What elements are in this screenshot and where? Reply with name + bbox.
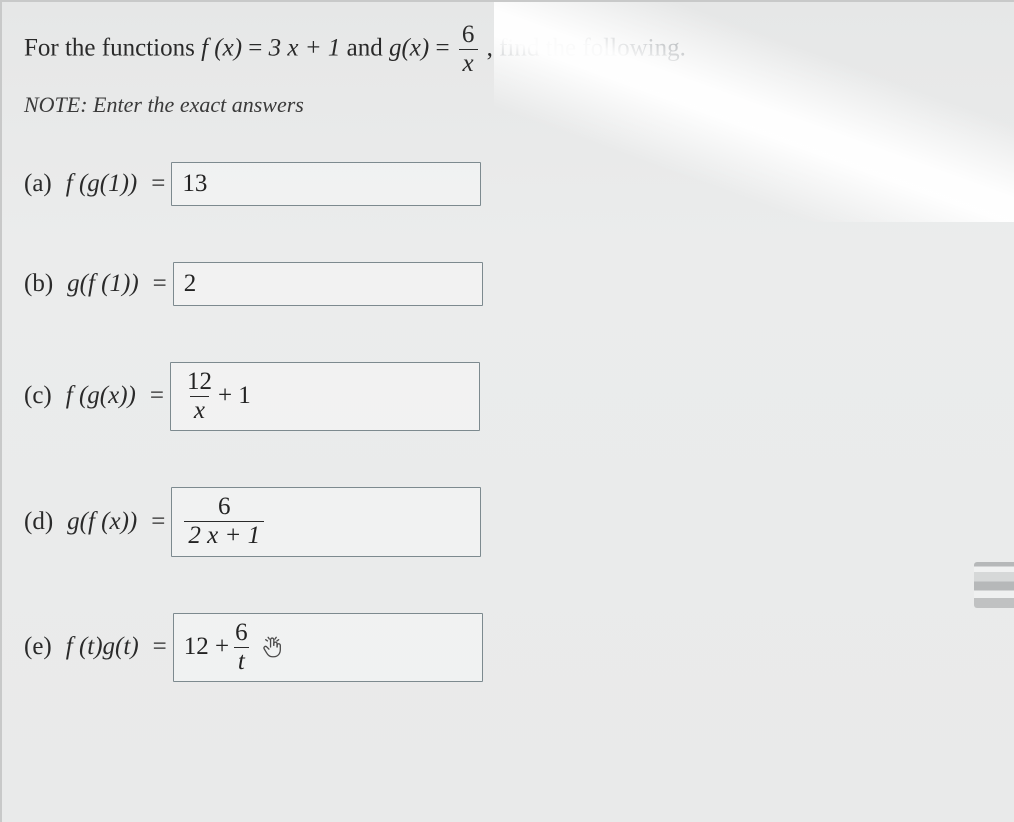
g-lhs: g(x) (389, 34, 429, 61)
item-b-lhs: g(f (1)) (67, 270, 139, 298)
f-lhs: f (x) (201, 34, 242, 61)
item-a-eq: = (151, 170, 165, 198)
prompt-prefix: For the functions (24, 34, 201, 61)
prompt-conj: and (347, 34, 389, 61)
item-e-label: (e) f (t)g(t) = (24, 633, 173, 661)
item-e-part: (e) (24, 633, 52, 661)
answer-d-input[interactable]: 6 2 x + 1 (171, 487, 481, 557)
item-b-label: (b) g(f (1)) = (24, 270, 173, 298)
note-text: NOTE: Enter the exact answers (24, 92, 992, 118)
equals-2: = (435, 34, 455, 61)
answer-c-num: 12 (183, 369, 216, 396)
item-d-part: (d) (24, 508, 53, 536)
answer-d-den: 2 x + 1 (184, 521, 264, 549)
answer-c-den: x (190, 396, 209, 424)
answer-e-input[interactable]: 12 + 6 t (173, 613, 483, 683)
item-d-lhs: g(f (x)) (67, 508, 137, 536)
item-a-part: (a) (24, 170, 52, 198)
item-c-part: (c) (24, 382, 52, 410)
item-c-lhs: f (g(x)) (66, 382, 136, 410)
item-c-label: (c) f (g(x)) = (24, 382, 170, 410)
item-e-eq: = (153, 633, 167, 661)
answer-a-value: 13 (182, 170, 207, 198)
item-b-eq: = (153, 270, 167, 298)
problem-page: For the functions f (x) = 3 x + 1 and g(… (0, 0, 1014, 822)
equals-1: = (248, 34, 268, 61)
g-frac-num: 6 (458, 22, 479, 49)
answer-e-fraction: 6 t (231, 620, 252, 676)
item-e: (e) f (t)g(t) = 12 + 6 t (24, 613, 992, 683)
page-edge-artifact (974, 562, 1014, 608)
item-b-part: (b) (24, 270, 53, 298)
answer-e-lead: 12 + (184, 633, 229, 661)
item-c: (c) f (g(x)) = 12 x + 1 (24, 362, 992, 432)
item-a: (a) f (g(1)) = 13 (24, 162, 992, 206)
item-c-eq: = (150, 382, 164, 410)
prompt-suffix1: , (487, 34, 500, 61)
item-a-label: (a) f (g(1)) = (24, 170, 171, 198)
answer-a-input[interactable]: 13 (171, 162, 481, 206)
answer-b-input[interactable]: 2 (173, 262, 483, 306)
answer-e-den: t (234, 647, 249, 675)
prompt-suffix2: find the following. (499, 34, 686, 61)
item-d-eq: = (151, 508, 165, 536)
item-a-lhs: f (g(1)) (66, 170, 138, 198)
answer-c-fraction: 12 x (183, 369, 216, 425)
item-d-label: (d) g(f (x)) = (24, 508, 171, 536)
item-b: (b) g(f (1)) = 2 (24, 262, 992, 306)
item-d: (d) g(f (x)) = 6 2 x + 1 (24, 487, 992, 557)
answer-d-num: 6 (214, 494, 235, 521)
f-rhs: 3 x + 1 (269, 34, 341, 61)
answer-c-input[interactable]: 12 x + 1 (170, 362, 480, 432)
answer-c-tail: + 1 (218, 382, 251, 410)
g-frac-den: x (459, 49, 478, 77)
g-fraction: 6 x (458, 22, 479, 78)
item-e-lhs: f (t)g(t) (66, 633, 139, 661)
hand-click-icon (260, 634, 286, 660)
answer-b-value: 2 (184, 270, 197, 298)
answer-d-fraction: 6 2 x + 1 (184, 494, 264, 550)
prompt-text: For the functions f (x) = 3 x + 1 and g(… (24, 22, 992, 78)
answer-e-num: 6 (231, 620, 252, 647)
